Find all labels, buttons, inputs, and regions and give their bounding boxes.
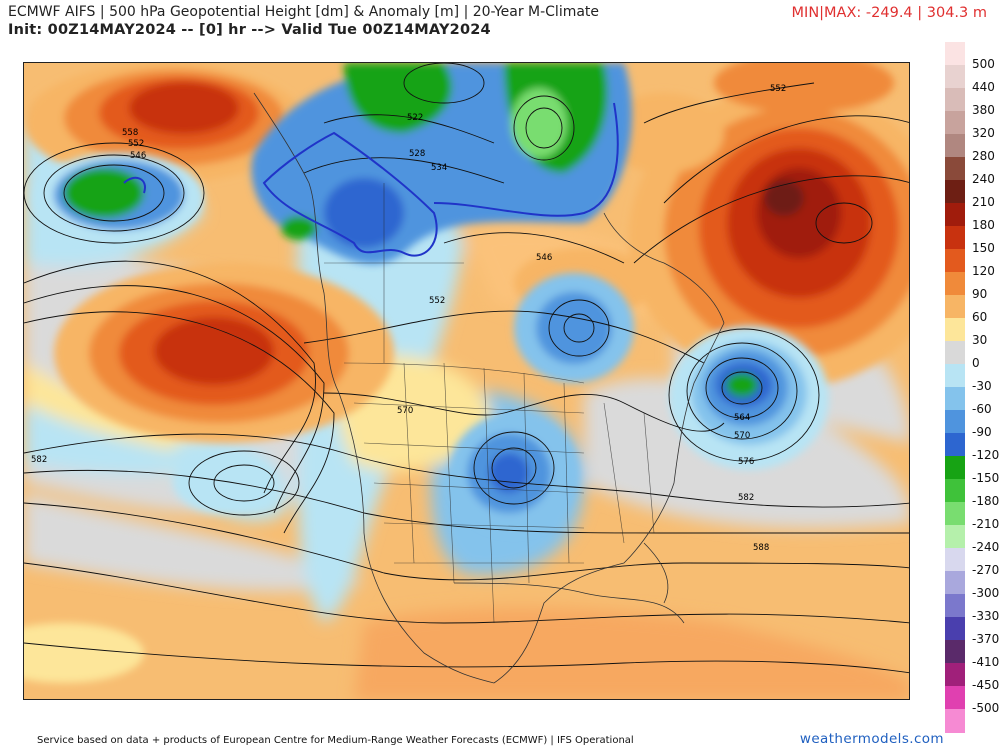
colorbar-swatch <box>945 249 965 273</box>
colorbar-swatch <box>945 203 965 227</box>
colorbar-tick-label: -150 <box>972 471 1000 485</box>
colorbar-tick-label: 210 <box>972 195 995 209</box>
chart-title: ECMWF AIFS | 500 hPa Geopotential Height… <box>8 4 600 20</box>
colorbar-swatch <box>945 686 965 710</box>
colorbar-swatch <box>945 157 965 181</box>
colorbar-tick-label: 0 <box>972 356 980 370</box>
contour-label: 588 <box>753 543 769 553</box>
colorbar-tick-label: -270 <box>972 563 1000 577</box>
colorbar-tick-label: 280 <box>972 149 995 163</box>
colorbar-swatch <box>945 318 965 342</box>
contour-label: 570 <box>734 431 750 441</box>
colorbar-swatch <box>945 617 965 641</box>
colorbar-tick-label: 240 <box>972 172 995 186</box>
colorbar-swatch <box>945 272 965 296</box>
colorbar-tick-label: 120 <box>972 264 995 278</box>
colorbar-swatch <box>945 88 965 112</box>
colorbar-swatch <box>945 134 965 158</box>
colorbar-swatch <box>945 295 965 319</box>
anomaly-colorbar <box>945 42 965 733</box>
colorbar-tick-label: -180 <box>972 494 1000 508</box>
colorbar-swatch <box>945 42 965 66</box>
contour-label: 582 <box>31 455 47 465</box>
contour-label: 552 <box>128 139 144 149</box>
colorbar-swatch <box>945 410 965 434</box>
min-max-readout: MIN|MAX: -249.4 | 304.3 m <box>791 5 987 21</box>
anomaly-map: 558 552 546 522 528 534 552 546 552 570 … <box>23 62 910 700</box>
colorbar-swatch <box>945 433 965 457</box>
colorbar-tick-label: -450 <box>972 678 1000 692</box>
colorbar-swatch <box>945 387 965 411</box>
colorbar-tick-label: -240 <box>972 540 1000 554</box>
colorbar-tick-label: 60 <box>972 310 988 324</box>
colorbar-swatch <box>945 341 965 365</box>
data-credit: Service based on data + products of Euro… <box>37 735 634 746</box>
colorbar-tick-label: -370 <box>972 632 1000 646</box>
contour-label: 522 <box>407 113 423 123</box>
colorbar-swatch <box>945 456 965 480</box>
contour-label: 582 <box>738 493 754 503</box>
colorbar-tick-label: -210 <box>972 517 1000 531</box>
colorbar-tick-label: 500 <box>972 57 995 71</box>
colorbar-tick-label: 180 <box>972 218 995 232</box>
colorbar-tick-label: -120 <box>972 448 1000 462</box>
colorbar-tick-label: 440 <box>972 80 995 94</box>
contour-label: 534 <box>431 163 447 173</box>
colorbar-tick-label: -90 <box>972 425 992 439</box>
colorbar-swatch <box>945 65 965 89</box>
colorbar-tick-label: -60 <box>972 402 992 416</box>
colorbar-swatch <box>945 640 965 664</box>
contour-label: 570 <box>397 406 413 416</box>
colorbar-tick-label: -500 <box>972 701 1000 715</box>
colorbar-swatch <box>945 111 965 135</box>
colorbar-swatch <box>945 364 965 388</box>
colorbar-tick-label: 150 <box>972 241 995 255</box>
colorbar-tick-label: 320 <box>972 126 995 140</box>
contour-label: 546 <box>536 253 552 263</box>
colorbar-tick-label: -30 <box>972 379 992 393</box>
colorbar-swatch <box>945 594 965 618</box>
colorbar-swatch <box>945 709 965 733</box>
init-valid-time: Init: 00Z14MAY2024 -- [0] hr --> Valid T… <box>8 22 491 38</box>
colorbar-tick-label: -330 <box>972 609 1000 623</box>
contour-label: 546 <box>130 151 146 161</box>
contour-label: 576 <box>738 457 754 467</box>
contour-label: 552 <box>770 84 786 94</box>
colorbar-swatch <box>945 180 965 204</box>
colorbar-swatch <box>945 525 965 549</box>
colorbar-swatch <box>945 226 965 250</box>
colorbar-tick-label: -410 <box>972 655 1000 669</box>
colorbar-tick-label: 30 <box>972 333 988 347</box>
contour-label: 552 <box>429 296 445 306</box>
colorbar-swatch <box>945 502 965 526</box>
colorbar-tick-label: 90 <box>972 287 988 301</box>
colorbar-tick-label: -300 <box>972 586 1000 600</box>
site-credit: weathermodels.com <box>799 731 944 747</box>
colorbar-swatch <box>945 571 965 595</box>
contour-label: 528 <box>409 149 425 159</box>
colorbar-swatch <box>945 548 965 572</box>
colorbar-swatch <box>945 479 965 503</box>
colorbar-swatch <box>945 663 965 687</box>
colorbar-tick-label: 380 <box>972 103 995 117</box>
contour-label: 558 <box>122 128 138 138</box>
contour-label: 564 <box>734 413 750 423</box>
